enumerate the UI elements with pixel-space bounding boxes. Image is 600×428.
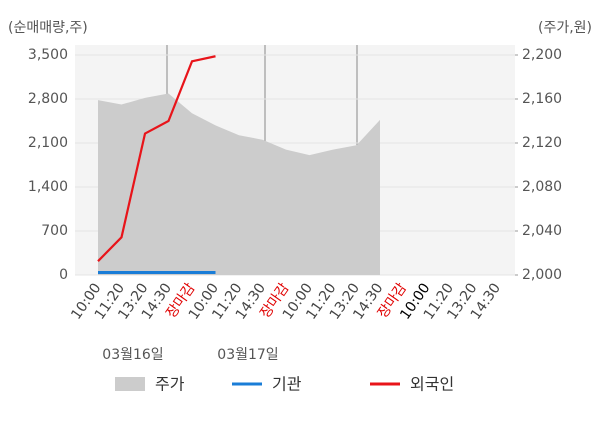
series-line bbox=[97, 55, 216, 262]
date-label: 03월16일 bbox=[102, 347, 163, 363]
price-area bbox=[98, 93, 380, 275]
legend-label: 주가 bbox=[155, 375, 185, 394]
y-tick-label: 1,400 bbox=[28, 179, 68, 195]
y-axis-label: (순매매량,주) bbox=[8, 20, 88, 36]
y-tick-label: 700 bbox=[41, 223, 68, 239]
y2-tick-label: 2,080 bbox=[522, 179, 562, 195]
y2-tick-label: 2,040 bbox=[522, 223, 562, 239]
y2-tick-label: 2,000 bbox=[522, 267, 562, 283]
y-tick-label: 3,500 bbox=[28, 47, 68, 63]
y-tick-label: 2,800 bbox=[28, 91, 68, 107]
y2-tick-label: 2,160 bbox=[522, 91, 562, 107]
y2-axis-label: (주가,원) bbox=[538, 20, 592, 36]
legend-label: 기관 bbox=[272, 375, 302, 394]
y-tick-label: 0 bbox=[59, 267, 68, 283]
y-tick-label: 2,100 bbox=[28, 135, 68, 151]
y2-tick-label: 2,200 bbox=[522, 47, 562, 63]
date-label: 03월17일 bbox=[217, 347, 278, 363]
y2-tick-label: 2,120 bbox=[522, 135, 562, 151]
legend-swatch bbox=[115, 377, 145, 391]
legend-label: 외국인 bbox=[410, 375, 454, 394]
